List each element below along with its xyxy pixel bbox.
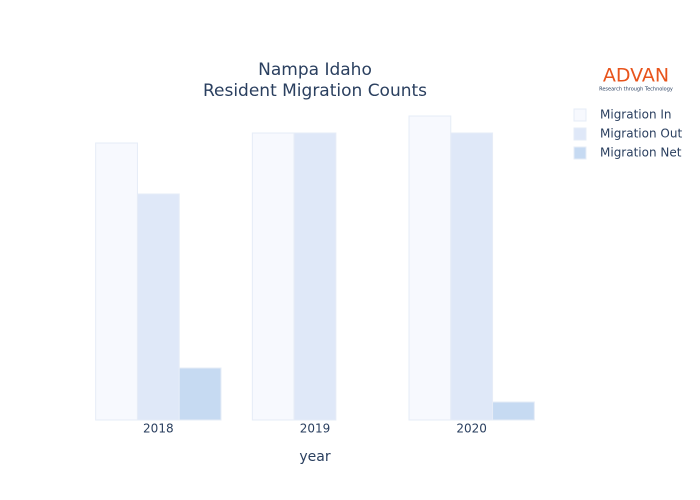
bar bbox=[95, 142, 138, 421]
legend-swatch bbox=[573, 108, 587, 122]
legend-label: Migration In bbox=[600, 108, 672, 122]
bar bbox=[136, 193, 180, 421]
bar bbox=[178, 367, 222, 421]
x-tick-label: 2020 bbox=[456, 422, 487, 436]
legend-label: Migration Out bbox=[600, 127, 682, 141]
bar bbox=[408, 115, 452, 421]
logo-tagline: Research through Technology bbox=[599, 87, 673, 93]
bar bbox=[251, 132, 295, 421]
chart-subtitle: Resident Migration Counts bbox=[203, 81, 427, 101]
bar bbox=[492, 401, 535, 421]
x-tick-label: 2018 bbox=[143, 422, 174, 436]
bar bbox=[450, 132, 494, 421]
x-axis-title: year bbox=[299, 449, 330, 465]
chart-title: Nampa Idaho bbox=[258, 60, 372, 80]
legend-swatch bbox=[573, 127, 587, 141]
x-tick-label: 2019 bbox=[300, 422, 331, 436]
bar bbox=[293, 132, 337, 421]
legend-label: Migration Net bbox=[600, 146, 682, 160]
legend-swatch bbox=[573, 146, 587, 160]
logo-name: ADVAN bbox=[603, 65, 669, 87]
